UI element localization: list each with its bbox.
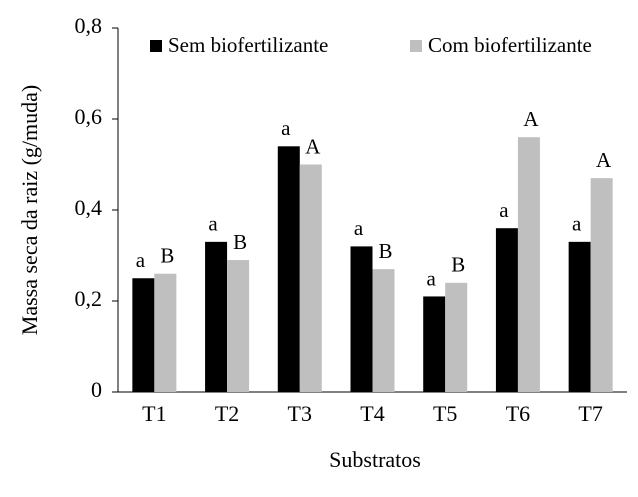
legend-swatch xyxy=(410,40,422,52)
x-axis-label: Substratos xyxy=(329,447,421,472)
x-tick-label: T3 xyxy=(288,401,312,426)
bar xyxy=(495,228,518,392)
legend-swatch xyxy=(150,40,162,52)
y-tick-label: 0,4 xyxy=(75,195,103,220)
bar-annotation: a xyxy=(281,116,291,140)
bar xyxy=(154,273,177,392)
bar xyxy=(445,282,468,392)
bar xyxy=(350,246,373,392)
bar-annotation: A xyxy=(596,148,612,172)
bar xyxy=(568,241,591,392)
bar xyxy=(517,137,540,392)
x-tick-label: T6 xyxy=(506,401,530,426)
x-tick-label: T1 xyxy=(142,401,166,426)
bar xyxy=(277,146,300,392)
bar xyxy=(590,178,613,392)
bar xyxy=(423,296,446,392)
bar-annotation: B xyxy=(378,239,392,263)
bar-annotation: a xyxy=(136,248,146,272)
bar-annotation: A xyxy=(305,134,321,158)
bar-annotation: a xyxy=(354,216,364,240)
bar-annotation: A xyxy=(523,107,539,131)
bar-annotation: B xyxy=(233,230,247,254)
bar xyxy=(372,269,395,392)
bar-annotation: B xyxy=(160,244,174,268)
y-tick-label: 0,8 xyxy=(75,13,103,38)
bar xyxy=(227,260,250,392)
y-tick-label: 0,6 xyxy=(75,104,103,129)
bar xyxy=(299,164,322,392)
bar-annotation: a xyxy=(427,266,437,290)
y-tick-label: 0 xyxy=(91,377,102,402)
bar-annotation: a xyxy=(499,198,509,222)
bar-annotation: a xyxy=(208,212,218,236)
bar xyxy=(205,241,228,392)
bar-annotation: a xyxy=(572,212,582,236)
x-tick-label: T4 xyxy=(360,401,384,426)
bar xyxy=(132,278,155,392)
legend-label: Sem biofertilizante xyxy=(168,33,328,57)
legend-label: Com biofertilizante xyxy=(428,33,592,57)
x-tick-label: T5 xyxy=(433,401,457,426)
y-axis-label: Massa seca da raiz (g/muda) xyxy=(17,85,42,335)
bar-annotation: B xyxy=(451,253,465,277)
y-tick-label: 0,2 xyxy=(75,286,103,311)
x-tick-label: T2 xyxy=(215,401,239,426)
x-tick-label: T7 xyxy=(578,401,602,426)
